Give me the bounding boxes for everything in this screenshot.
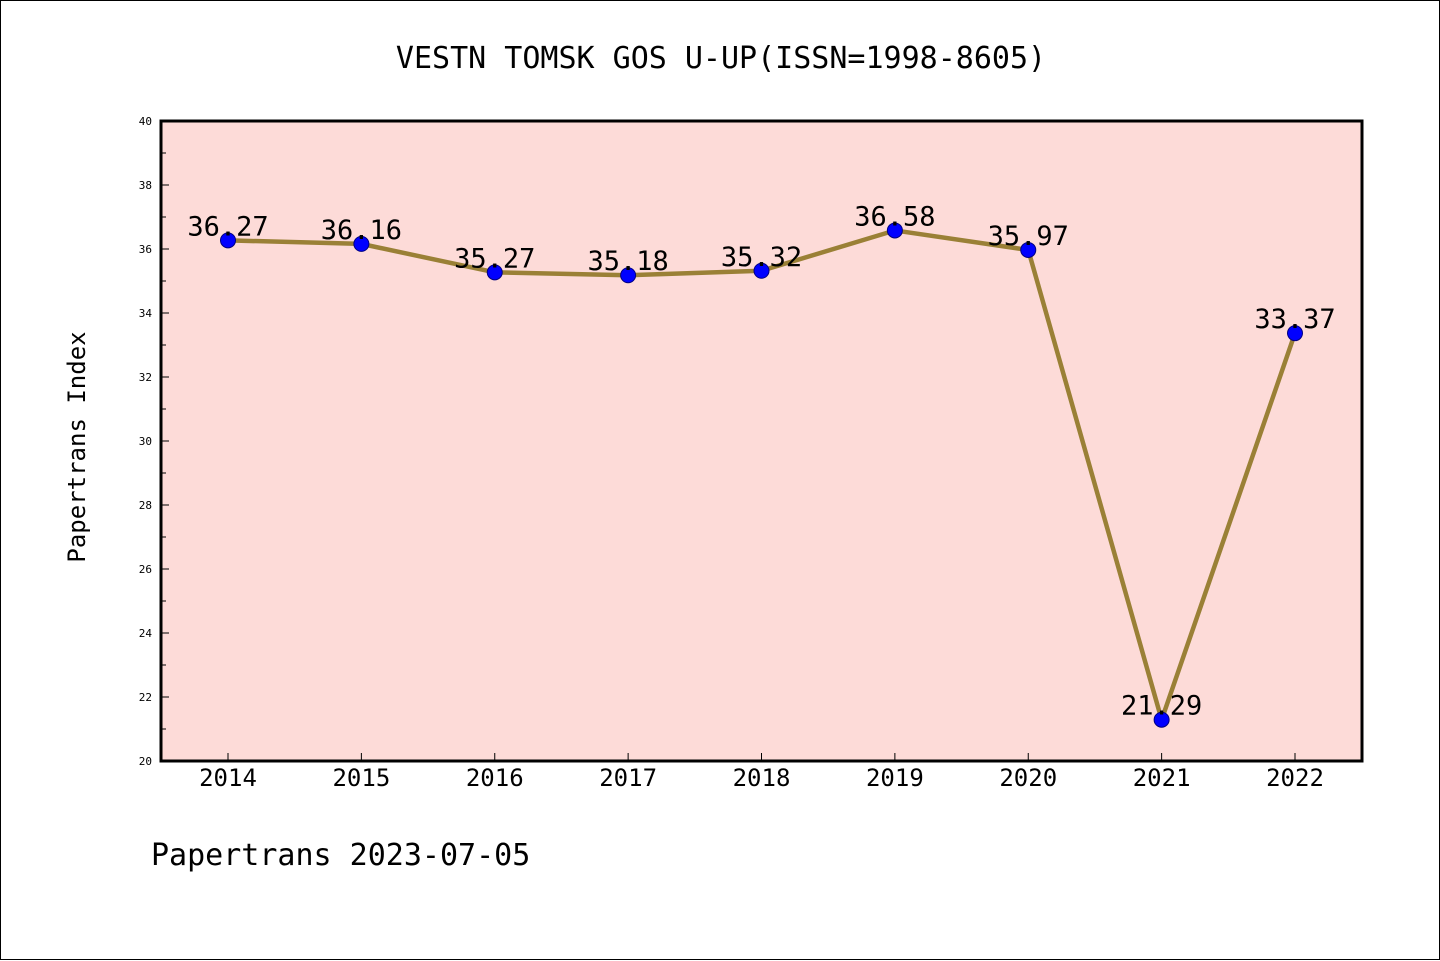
x-axis-ticks: 2014 2015 2016 2017 2018 2019 2020 2021 2022	[199, 753, 1324, 792]
x-tick-label: 2020	[999, 764, 1057, 792]
x-tick-label: 2018	[733, 764, 791, 792]
y-tick-label: 32	[139, 371, 152, 384]
chart-title: VESTN TOMSK GOS U-UP(ISSN=1998-8605)	[396, 41, 1046, 76]
data-point	[486, 264, 503, 281]
y-tick-label: 30	[139, 435, 152, 448]
y-tick-label: 20	[139, 755, 152, 768]
y-tick-label: 36	[139, 243, 152, 256]
x-tick-label: 2017	[599, 764, 657, 792]
y-tick-label: 26	[139, 563, 152, 576]
data-point	[886, 222, 903, 239]
y-tick-label: 24	[139, 627, 153, 640]
data-point	[753, 262, 770, 279]
x-tick-label: 2016	[466, 764, 524, 792]
y-tick-label: 34	[139, 307, 153, 320]
data-label: 36.16	[321, 215, 402, 246]
x-tick-label: 2015	[332, 764, 390, 792]
data-label: 35.27	[454, 243, 535, 274]
data-label: 21.29	[1121, 691, 1202, 722]
x-tick-label: 2019	[866, 764, 924, 792]
y-tick-label: 40	[139, 115, 152, 128]
x-tick-label: 2021	[1133, 764, 1191, 792]
data-point	[1020, 241, 1037, 258]
data-point	[220, 232, 236, 249]
data-point	[1153, 711, 1170, 728]
y-axis-label: Papertrans Index	[63, 331, 91, 562]
x-tick-label: 2022	[1266, 764, 1324, 792]
y-tick-label: 28	[139, 499, 152, 512]
data-point	[1287, 325, 1303, 342]
data-point	[620, 267, 637, 284]
plot-area	[159, 119, 1364, 763]
data-label: 36.58	[854, 201, 935, 232]
data-label: 36.27	[187, 211, 268, 242]
y-axis-ticks: 20 22 24 26 28 30 32 34 36 38 40	[139, 115, 169, 768]
data-point	[353, 235, 370, 252]
y-tick-label: 38	[139, 179, 152, 192]
data-label: 35.97	[988, 221, 1069, 252]
data-label: 35.18	[587, 246, 668, 277]
data-label: 35.32	[721, 242, 802, 273]
data-label: 33.37	[1254, 304, 1335, 335]
data-series: 36.27 36.16 35.27 35.18 35.32 36.58 35.97 21.29…	[187, 201, 1336, 728]
y-tick-label: 22	[139, 691, 152, 704]
footer-credit: Papertrans 2023-07-05	[151, 838, 530, 873]
x-tick-label: 2014	[199, 764, 257, 792]
